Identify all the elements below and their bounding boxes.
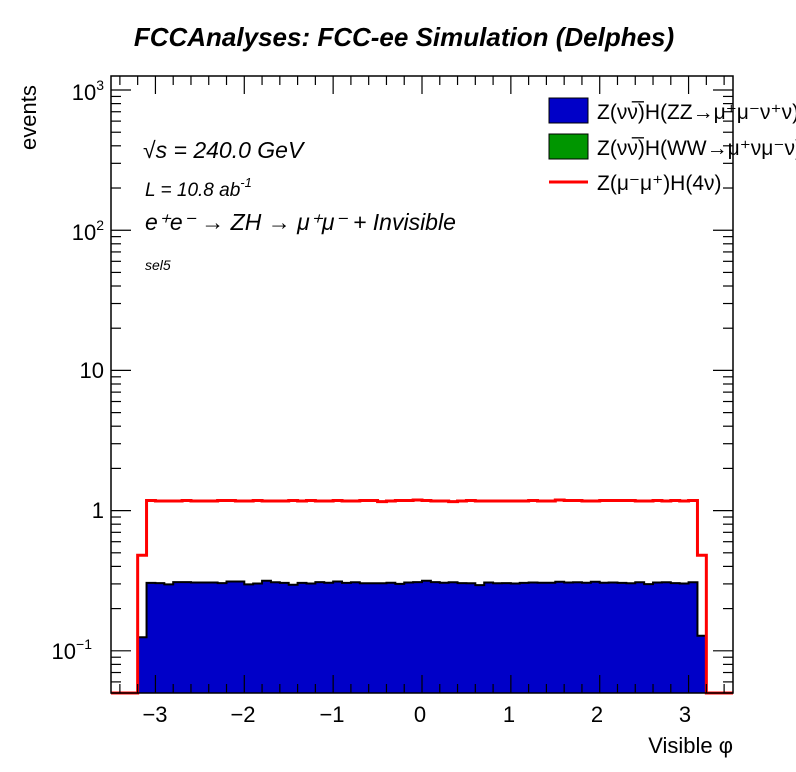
histogram-bin — [190, 582, 201, 693]
y-tick-label: 10 — [80, 358, 104, 383]
histogram-bin — [226, 581, 236, 693]
legend: Z(νν̅)H(ZZ→μ⁺μ⁻ν⁺ν) Z(νν̅)H(WW→μ⁺νμ⁻ν) Z… — [548, 97, 796, 195]
histogram-bin — [519, 582, 530, 693]
histogram-bin — [182, 582, 192, 693]
histogram-bin — [670, 583, 681, 693]
histogram-bin — [475, 585, 485, 693]
x-tick-label: −1 — [319, 702, 344, 727]
histogram-bin — [617, 582, 627, 693]
histogram-bin — [599, 582, 610, 693]
histogram-bin — [244, 584, 254, 693]
histogram-bin — [501, 583, 512, 693]
histogram-bin — [679, 583, 690, 693]
histogram-bin — [493, 583, 503, 693]
histogram-bin — [253, 583, 263, 693]
y-tick-label: 10−1 — [52, 636, 93, 664]
histogram-bin — [155, 583, 165, 693]
histogram-bin — [386, 582, 396, 693]
histogram-bin — [573, 582, 583, 693]
histogram-bin — [688, 582, 698, 693]
y-axis-label: events — [16, 85, 41, 150]
histogram-bin — [439, 582, 450, 693]
histogram-bin — [342, 582, 352, 693]
histogram-bin — [581, 582, 592, 693]
x-tick-label: 2 — [591, 702, 603, 727]
legend-swatch-blue — [548, 97, 589, 124]
legend-label: Z(μ⁻μ⁺)H(4ν) — [597, 172, 722, 195]
x-tick-labels: −3 −2 −1 0 1 2 3 — [142, 702, 691, 727]
histogram-bin — [333, 581, 343, 693]
histogram-bin — [368, 583, 379, 693]
histogram-bin — [457, 583, 467, 693]
histogram-bin — [404, 582, 414, 693]
histogram-bin — [697, 635, 707, 693]
process-label: e⁺e⁻ → ZH → μ⁺μ⁻ + Invisible — [145, 209, 456, 235]
histogram-bin — [137, 637, 148, 693]
histogram-bin — [466, 583, 476, 693]
plot-frame — [110, 75, 734, 694]
histogram-bin — [546, 582, 556, 693]
histogram-bin — [208, 582, 219, 693]
histogram-bin — [324, 582, 334, 693]
histogram-bin — [626, 583, 636, 693]
blue-series-outline — [111, 579, 733, 694]
red-series-line — [111, 498, 733, 695]
histogram-bin — [359, 583, 370, 693]
y-tick-label: 103 — [72, 77, 104, 105]
histogram-bin — [661, 582, 672, 693]
histogram-bin — [635, 582, 645, 693]
histogram-bin — [288, 584, 299, 693]
histogram-bin — [217, 583, 228, 693]
selection-label: sel5 — [145, 257, 171, 273]
annotations: √s = 240.0 GeV L = 10.8 ab-1 e⁺e⁻ → ZH →… — [143, 137, 456, 273]
x-tick-label: −2 — [230, 702, 255, 727]
histogram-bin — [235, 581, 245, 693]
histogram-bin — [448, 582, 459, 693]
histogram-bin — [555, 581, 565, 693]
histogram-bin — [173, 582, 183, 693]
x-axis-label: Visible φ — [648, 733, 733, 758]
blue-series-bars — [111, 579, 733, 694]
y-tick-labels: 10−1 1 10 102 103 — [52, 77, 105, 664]
histogram-bin — [306, 583, 316, 693]
histogram-bin — [413, 582, 423, 693]
x-tick-label: −3 — [142, 702, 167, 727]
histogram-bin — [164, 584, 174, 693]
histogram-bin — [315, 582, 325, 693]
legend-label: Z(νν̅)H(ZZ→μ⁺μ⁻ν⁺ν) — [597, 101, 796, 124]
histogram-bin — [262, 580, 272, 693]
histogram-bin — [146, 582, 156, 693]
lumi-label: L = 10.8 ab-1 — [145, 175, 252, 201]
histogram-bin — [430, 582, 441, 693]
histogram-bin — [590, 581, 601, 693]
histogram-bin — [270, 582, 281, 693]
legend-swatch-green — [548, 133, 589, 160]
chart-title: FCCAnalyses: FCC-ee Simulation (Delphes) — [134, 22, 674, 52]
x-tick-label: 1 — [503, 702, 515, 727]
histogram-bin — [377, 583, 387, 693]
histogram-bin — [350, 582, 361, 693]
histogram-bin — [484, 582, 494, 693]
histogram-bin — [564, 582, 574, 693]
histogram-bin — [395, 583, 405, 693]
y-tick-label: 1 — [92, 498, 104, 523]
x-tick-label: 3 — [679, 702, 691, 727]
histogram-bin — [279, 582, 290, 693]
y-tick-label: 102 — [72, 217, 104, 245]
histogram-bin — [528, 582, 539, 693]
x-tick-label: 0 — [414, 702, 426, 727]
histogram-bin — [510, 583, 521, 693]
histogram-bin — [608, 582, 618, 693]
histogram-bin — [653, 582, 663, 693]
histogram-bin — [297, 582, 307, 693]
histogram-bin — [537, 582, 547, 693]
histogram-bin — [644, 584, 654, 693]
histogram-bin — [422, 580, 432, 693]
histogram-bin — [199, 582, 210, 693]
sqrt-s-label: √s = 240.0 GeV — [143, 137, 306, 163]
legend-label: Z(νν̅)H(WW→μ⁺νμ⁻ν) — [597, 137, 796, 160]
axis-ticks — [111, 76, 733, 694]
